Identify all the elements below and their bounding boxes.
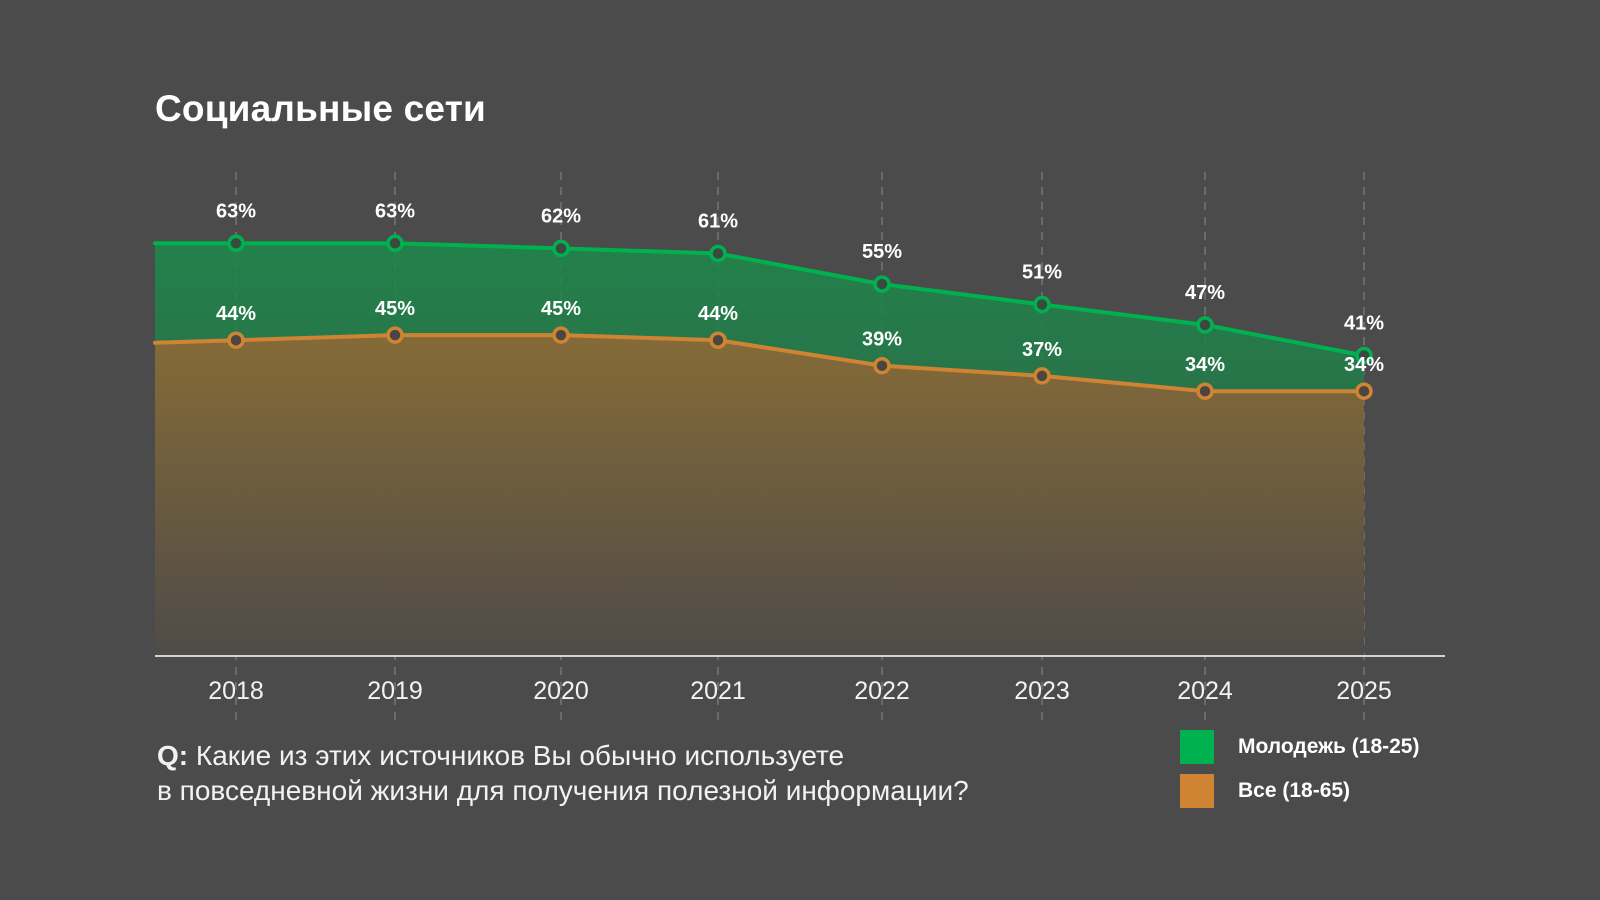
x-tick-2020: 2020: [533, 677, 589, 705]
point-series-1-2019: [386, 326, 404, 344]
point-series-0-2019: [386, 234, 404, 253]
point-series-0-2024: [1196, 316, 1214, 334]
x-axis-ticks: 2018 2019 2020 2021 2022 2023 2024 2025: [208, 677, 1392, 705]
data-label-series-0-2023: 51%: [1022, 262, 1062, 284]
legend-label-all: Все (18-65): [1238, 779, 1351, 802]
data-label-series-0-2024: 47%: [1185, 282, 1225, 304]
question-prefix: Q:: [157, 740, 189, 771]
x-tick-2025: 2025: [1336, 677, 1392, 705]
survey-question: Q: Какие из этих источников Вы обычно ис…: [157, 738, 969, 808]
data-label-series-1-2024: 34%: [1185, 354, 1225, 376]
x-tick-2019: 2019: [367, 677, 423, 705]
data-label-series-1-2023: 37%: [1022, 339, 1062, 361]
data-label-series-1-2022: 39%: [862, 329, 902, 351]
point-series-0-2023: [1033, 295, 1051, 314]
point-series-1-2025: [1355, 382, 1373, 400]
data-label-series-1-2018: 44%: [216, 303, 256, 325]
x-tick-2023: 2023: [1014, 677, 1070, 705]
question-line-1: Какие из этих источников Вы обычно испол…: [195, 740, 845, 771]
point-series-1-2020: [552, 326, 570, 344]
point-series-1-2022: [873, 356, 891, 375]
data-label-series-1-2020: 45%: [541, 298, 581, 320]
data-label-series-0-2018: 63%: [216, 200, 256, 222]
point-series-0-2025: [1355, 346, 1373, 365]
data-label-series-0-2019: 63%: [375, 200, 415, 222]
question-line-2: в повседневной жизни для получения полез…: [157, 775, 969, 806]
data-label-series-0-2021: 61%: [698, 211, 738, 233]
x-tick-2018: 2018: [208, 677, 264, 705]
area-series-1: [155, 335, 1364, 656]
legend-swatch-youth: [1180, 730, 1214, 764]
areas: [155, 243, 1364, 657]
point-series-0-2021: [709, 244, 727, 263]
x-tick-2021: 2021: [690, 677, 746, 705]
point-series-1-2024: [1196, 382, 1214, 400]
legend-item-all: Все (18-65): [1180, 774, 1419, 808]
data-points: [227, 234, 1373, 400]
point-series-1-2021: [709, 331, 727, 349]
point-series-1-2018: [227, 331, 245, 349]
x-tick-2022: 2022: [854, 677, 910, 705]
data-label-series-0-2022: 55%: [862, 241, 902, 263]
point-series-0-2018: [227, 234, 245, 253]
point-series-0-2022: [873, 275, 891, 293]
data-label-series-1-2021: 44%: [698, 303, 738, 325]
data-label-series-1-2019: 45%: [375, 298, 415, 320]
data-label-series-0-2020: 62%: [541, 205, 581, 227]
data-label-series-1-2025: 34%: [1344, 354, 1384, 376]
chart-title: Социальные сети: [155, 88, 486, 129]
legend-swatch-all: [1180, 774, 1214, 808]
legend: Молодежь (18-25) Все (18-65): [1180, 730, 1419, 818]
point-series-0-2020: [552, 239, 570, 258]
legend-item-youth: Молодежь (18-25): [1180, 730, 1419, 764]
x-tick-2024: 2024: [1177, 677, 1233, 705]
data-label-series-0-2025: 41%: [1344, 313, 1384, 335]
point-series-1-2023: [1033, 367, 1051, 385]
data-labels: 63% 63% 62% 61% 55% 51% 47% 41% 44% 45% 45% 44% 39% 3…: [216, 200, 1384, 376]
legend-label-youth: Молодежь (18-25): [1238, 735, 1420, 758]
